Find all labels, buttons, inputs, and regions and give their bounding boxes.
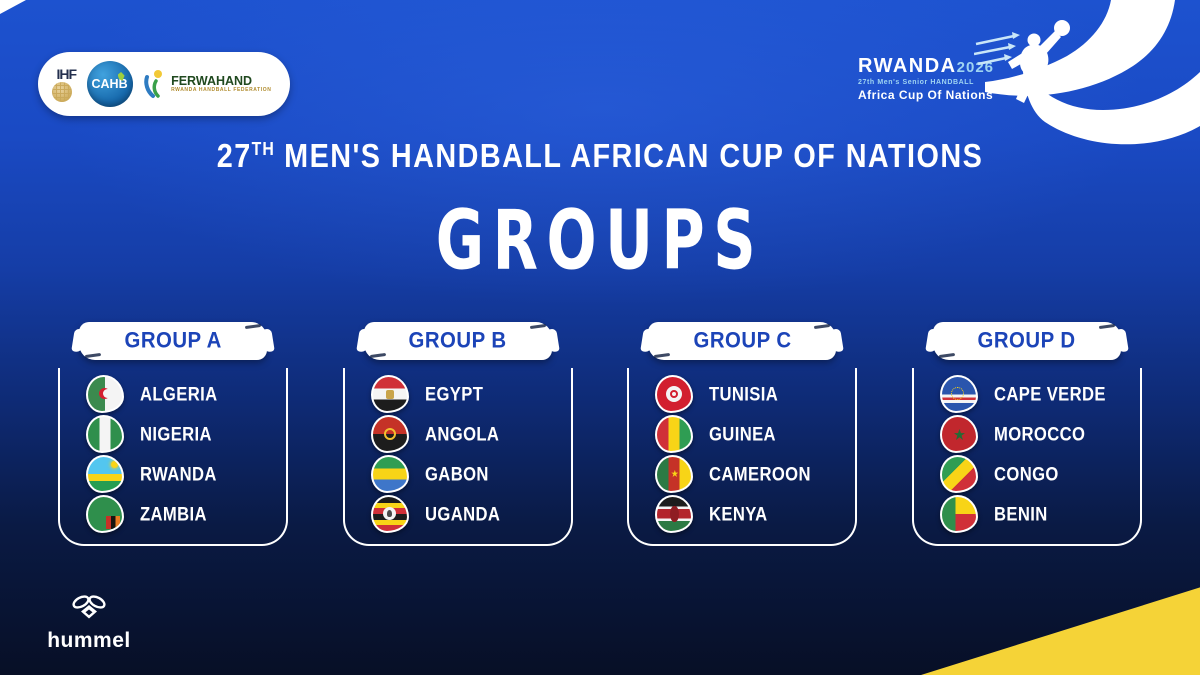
team-name: CONGO (993, 462, 1059, 485)
brush-streak-icon (529, 323, 546, 330)
team-name: CAPE VERDE (993, 382, 1106, 405)
sponsor-name: hummel (47, 629, 131, 652)
team-name: EGYPT (424, 382, 483, 405)
group-a-header-pill: GROUP A (79, 322, 267, 360)
partner-logos-pill: IHF CAHB FERWAHAND RWANDA HANDBALL FEDER… (38, 52, 290, 116)
team-row: EGYPT (370, 374, 571, 414)
group-d-label: GROUP D (977, 328, 1077, 353)
group-b-box: EGYPT ANGOLA GABON UGANDA (342, 368, 573, 546)
title-number: 27 (216, 137, 252, 175)
team-name: ALGERIA (140, 382, 218, 405)
cahb-logo-text: CAHB (91, 77, 128, 91)
group-d-header-pill: GROUP D (932, 322, 1121, 360)
team-row: RWANDA (86, 454, 286, 494)
team-row: BENIN (939, 494, 1140, 534)
top-left-swoosh-sliver (0, 0, 26, 14)
benin-flag-icon (939, 495, 978, 533)
group-b-header-pill: GROUP B (363, 322, 552, 360)
rwanda-2026-event-logo: RWANDA2026 27th Men's Senior HANDBALL Af… (852, 16, 1092, 124)
team-row: GUINEA (655, 414, 855, 454)
ferwahand-logo: FERWAHAND RWANDA HANDBALL FEDERATION (143, 69, 271, 99)
bottom-right-yellow-band (921, 587, 1200, 675)
egypt-flag-icon (370, 375, 409, 413)
groups-heading: GROUPS (435, 192, 765, 289)
brush-streak-icon (84, 352, 102, 359)
group-b-label: GROUP B (408, 328, 507, 353)
nigeria-flag-icon (86, 415, 124, 453)
team-row: CAMEROON (655, 454, 855, 494)
page-title: 27TH MEN'S HANDBALL AFRICAN CUP OF NATIO… (24, 138, 1176, 176)
kenya-flag-icon (655, 495, 694, 533)
group-a-column: GROUP A ALGERIA NIGERIA RWANDA ZAMBIA (58, 322, 288, 546)
team-row: NIGERIA (86, 414, 286, 454)
team-name: ZAMBIA (140, 502, 207, 525)
groups-row: GROUP A ALGERIA NIGERIA RWANDA ZAMBIA (58, 322, 1142, 546)
team-row: MOROCCO (939, 414, 1140, 454)
guinea-flag-icon (655, 415, 694, 453)
team-row: TUNISIA (655, 374, 855, 414)
brush-streak-icon (938, 352, 956, 359)
brush-streak-icon (244, 323, 262, 330)
ferwahand-logo-subtitle: RWANDA HANDBALL FEDERATION (171, 87, 272, 94)
brush-streak-icon (654, 352, 671, 359)
team-name: NIGERIA (140, 422, 212, 445)
title-ordinal: TH (251, 139, 275, 160)
tunisia-flag-icon (655, 375, 694, 413)
ihf-logo: IHF (52, 65, 78, 102)
ferwahand-logo-text: FERWAHAND (171, 73, 253, 88)
algeria-flag-icon (86, 375, 124, 413)
group-a-box: ALGERIA NIGERIA RWANDA ZAMBIA (58, 368, 288, 546)
team-name: KENYA (709, 502, 768, 525)
event-edition-line: 27th Men's Senior HANDBALL (858, 79, 975, 86)
group-d-column: GROUP D CAPE VERDE MOROCCO CONGO BENIN (911, 322, 1142, 546)
team-name: BENIN (993, 502, 1048, 525)
group-d-box: CAPE VERDE MOROCCO CONGO BENIN (911, 368, 1142, 546)
team-row: CAPE VERDE (939, 374, 1140, 414)
angola-flag-icon (370, 415, 409, 453)
team-row: ZAMBIA (86, 494, 286, 534)
brush-streak-icon (1098, 323, 1116, 330)
cape-verde-flag-icon (939, 375, 978, 413)
cahb-logo: CAHB (86, 61, 133, 107)
group-c-box: TUNISIA GUINEA CAMEROON KENYA (627, 368, 858, 546)
team-name: MOROCCO (993, 422, 1086, 445)
handball-player-icon (974, 20, 1070, 103)
morocco-flag-icon (939, 415, 978, 453)
event-competition-line: Africa Cup Of Nations (858, 87, 994, 102)
team-row: ALGERIA (86, 374, 286, 414)
event-host: RWANDA (858, 55, 957, 77)
team-name: ANGOLA (424, 422, 499, 445)
group-a-label: GROUP A (124, 328, 222, 353)
ihf-globe-icon (52, 81, 73, 102)
team-row: UGANDA (370, 494, 571, 534)
uganda-flag-icon (370, 495, 409, 533)
hummel-bee-icon (72, 595, 106, 619)
hummel-logo: hummel (34, 594, 144, 653)
team-name: TUNISIA (709, 382, 779, 405)
group-c-header-pill: GROUP C (648, 322, 837, 360)
team-name: GABON (424, 462, 489, 485)
team-row: ANGOLA (370, 414, 571, 454)
team-row: KENYA (655, 494, 855, 534)
team-row: GABON (370, 454, 571, 494)
team-name: CAMEROON (709, 462, 812, 485)
team-name: UGANDA (424, 502, 500, 525)
team-name: RWANDA (140, 462, 217, 485)
zambia-flag-icon (86, 495, 124, 533)
rwanda-flag-icon (86, 455, 124, 493)
ihf-logo-text: IHF (56, 65, 78, 82)
group-b-column: GROUP B EGYPT ANGOLA GABON UGANDA (342, 322, 573, 546)
cameroon-flag-icon (655, 455, 694, 493)
gabon-flag-icon (370, 455, 409, 493)
group-c-label: GROUP C (693, 328, 792, 353)
group-c-column: GROUP C TUNISIA GUINEA CAMEROON KENYA (627, 322, 858, 546)
team-row: CONGO (939, 454, 1140, 494)
ferwahand-player-icon (144, 70, 163, 98)
congo-flag-icon (939, 455, 978, 493)
team-name: GUINEA (709, 422, 777, 445)
brush-streak-icon (814, 323, 831, 330)
brush-streak-icon (369, 352, 386, 359)
title-text: MEN'S HANDBALL AFRICAN CUP OF NATIONS (284, 137, 984, 175)
